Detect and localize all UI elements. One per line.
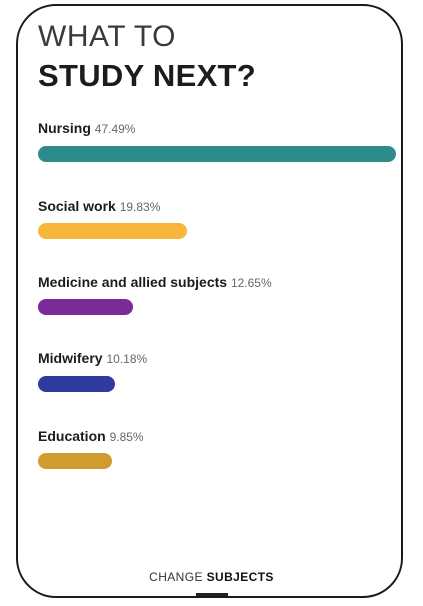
item-percent: 19.83% (119, 200, 161, 214)
change-subjects-emphasis: SUBJECTS (206, 570, 274, 584)
heading-line-1: WHAT TO (38, 20, 176, 53)
item-name: Nursing (38, 120, 91, 136)
footer-underline (196, 593, 228, 596)
bar-medicine (38, 299, 133, 315)
item-name: Social work (38, 198, 116, 214)
item-name: Midwifery (38, 350, 103, 366)
item-label-social-work: Social work 19.83% (38, 198, 160, 214)
item-label-nursing: Nursing 47.49% (38, 120, 135, 136)
bar-nursing (38, 146, 396, 162)
change-subjects-button[interactable]: CHANGE SUBJECTS (0, 570, 423, 584)
heading-line-2: STUDY NEXT? (38, 58, 257, 93)
item-percent: 12.65% (230, 276, 272, 290)
item-percent: 9.85% (109, 430, 144, 444)
bar-midwifery (38, 376, 115, 392)
item-label-midwifery: Midwifery 10.18% (38, 350, 147, 366)
item-percent: 47.49% (94, 122, 136, 136)
bar-social-work (38, 223, 187, 239)
change-subjects-prefix: CHANGE (149, 570, 203, 584)
item-label-medicine: Medicine and allied subjects 12.65% (38, 274, 272, 290)
item-percent: 10.18% (106, 352, 148, 366)
item-label-education: Education 9.85% (38, 428, 144, 444)
bar-education (38, 453, 112, 469)
item-name: Education (38, 428, 106, 444)
item-name: Medicine and allied subjects (38, 274, 228, 290)
